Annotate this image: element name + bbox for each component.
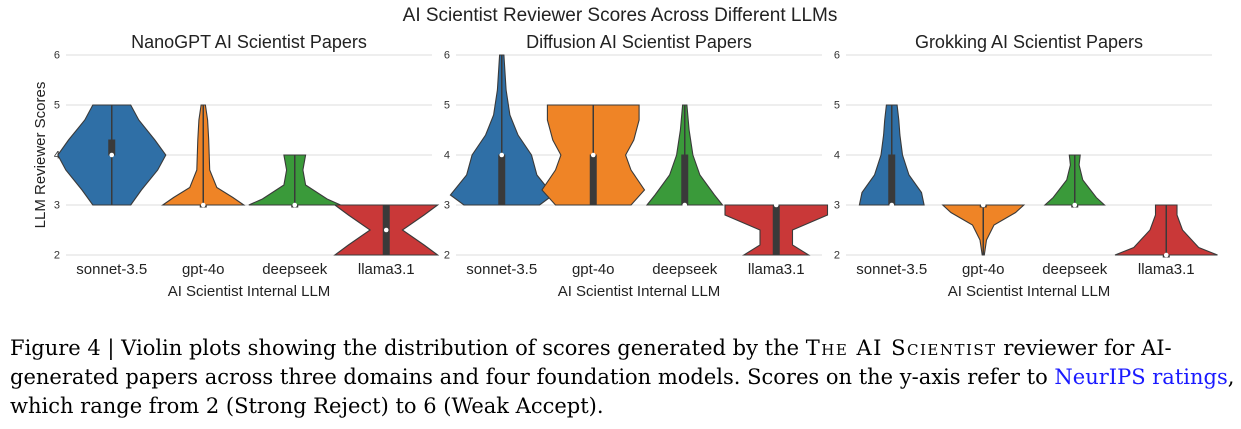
x-tick-label: llama3.1 (1138, 261, 1195, 278)
x-tick-label: llama3.1 (358, 261, 415, 278)
x-axis-label: AI Scientist Internal LLM (168, 283, 331, 300)
median-sonnet-3.5 (499, 152, 505, 158)
caption-label: Figure 4 | Violin plots showing the dist… (10, 336, 800, 360)
y-tick-label: 6 (54, 50, 60, 62)
y-tick-label: 2 (834, 250, 840, 262)
y-tick-label: 6 (834, 50, 840, 62)
caption-end: , which range from 2 (Strong Reject) to … (10, 365, 1235, 418)
system-name: The AI Scientist (805, 336, 997, 360)
median-deepseek (682, 202, 688, 208)
y-tick-label: 2 (54, 250, 60, 262)
median-gpt-4o (200, 202, 206, 208)
panel-title: Grokking AI Scientist Papers (915, 32, 1143, 52)
x-tick-label: sonnet-3.5 (76, 261, 147, 278)
x-tick-label: deepseek (652, 261, 718, 278)
median-sonnet-3.5 (889, 202, 895, 208)
caption-text: reviewer for AI-generated papers across … (10, 336, 1172, 389)
x-tick-label: sonnet-3.5 (856, 261, 927, 278)
x-tick-label: gpt-4o (572, 261, 615, 278)
box-llama3.1 (772, 204, 780, 256)
suptitle: AI Scientist Reviewer Scores Across Diff… (403, 5, 838, 26)
x-tick-label: gpt-4o (182, 261, 225, 278)
y-tick-label: 5 (444, 100, 450, 112)
median-llama3.1 (383, 227, 389, 233)
box-sonnet-3.5 (108, 139, 116, 156)
x-tick-label: deepseek (1042, 261, 1108, 278)
panel-title: Diffusion AI Scientist Papers (526, 32, 752, 52)
x-tick-label: sonnet-3.5 (466, 261, 537, 278)
y-tick-label: 3 (444, 200, 450, 212)
x-tick-label: llama3.1 (748, 261, 805, 278)
y-tick-label: 4 (54, 150, 60, 162)
box-deepseek (681, 154, 689, 206)
median-gpt-4o (590, 152, 596, 158)
box-sonnet-3.5 (498, 154, 506, 206)
y-tick-label: 4 (834, 150, 840, 162)
box-sonnet-3.5 (888, 154, 896, 206)
median-llama3.1 (773, 202, 779, 208)
y-tick-label: 5 (54, 100, 60, 112)
y-tick-label: 2 (444, 250, 450, 262)
y-tick-label: 5 (834, 100, 840, 112)
x-axis-label: AI Scientist Internal LLM (948, 283, 1111, 300)
panel-title: NanoGPT AI Scientist Papers (131, 32, 367, 52)
median-llama3.1 (1163, 252, 1169, 258)
median-gpt-4o (980, 202, 986, 208)
x-tick-label: gpt-4o (962, 261, 1005, 278)
y-tick-label: 6 (444, 50, 450, 62)
box-gpt-4o (589, 154, 597, 206)
violin-figure: AI Scientist Reviewer Scores Across Diff… (32, 5, 1218, 300)
neurips-ratings-link[interactable]: NeurIPS ratings (1054, 365, 1228, 389)
figure-caption: Figure 4 | Violin plots showing the dist… (10, 334, 1238, 421)
x-axis-label: AI Scientist Internal LLM (558, 283, 721, 300)
y-tick-label: 4 (444, 150, 450, 162)
y-tick-label: 3 (54, 200, 60, 212)
x-tick-label: deepseek (262, 261, 328, 278)
y-tick-label: 3 (834, 200, 840, 212)
y-axis-label: LLM Reviewer Scores (32, 82, 49, 229)
median-deepseek (292, 202, 298, 208)
median-deepseek (1072, 202, 1078, 208)
median-sonnet-3.5 (109, 152, 115, 158)
